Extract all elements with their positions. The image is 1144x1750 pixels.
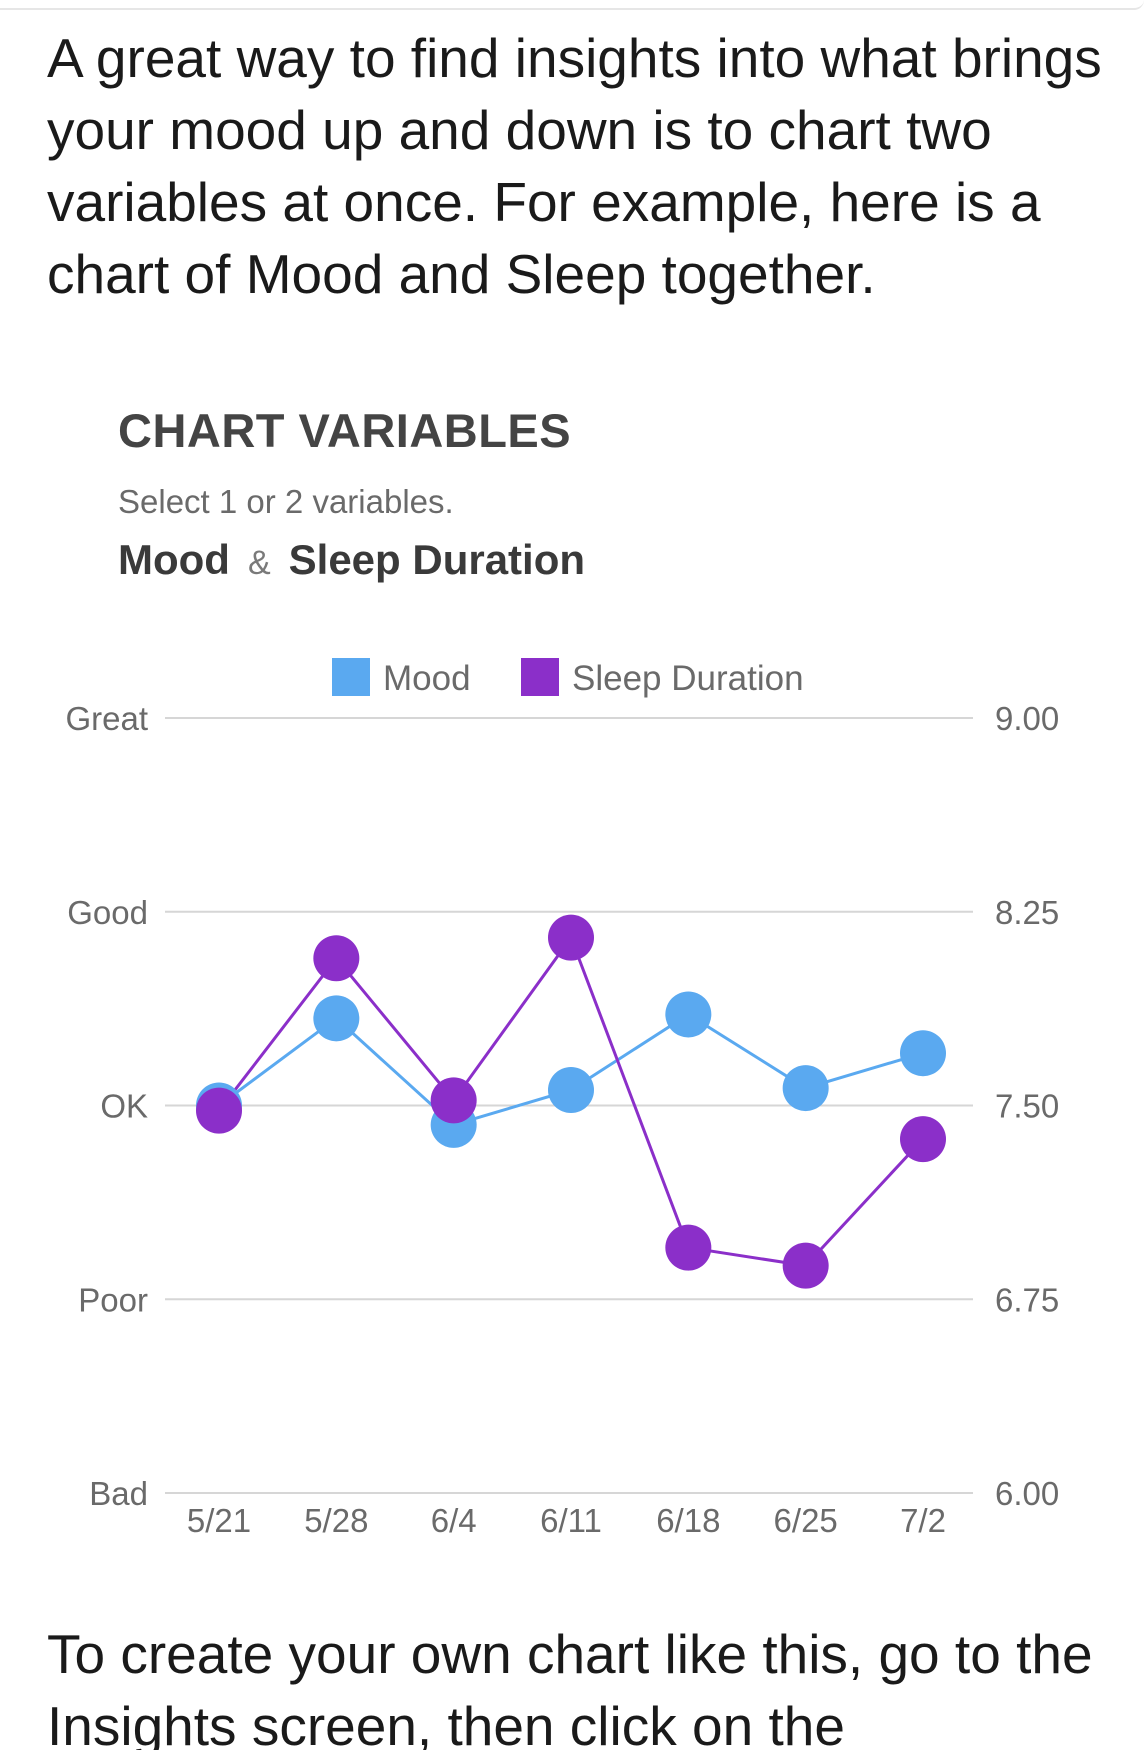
y-axis-left-label: OK bbox=[100, 1088, 148, 1125]
data-point-sleep[interactable] bbox=[430, 1077, 477, 1124]
x-axis-label: 7/2 bbox=[900, 1502, 946, 1539]
x-axis-label: 6/25 bbox=[774, 1502, 838, 1539]
selected-variables: Mood & Sleep Duration bbox=[118, 536, 585, 584]
intro-paragraph: A great way to find insights into what b… bbox=[47, 27, 1102, 305]
y-axis-left-label: Bad bbox=[89, 1475, 148, 1512]
data-point-mood[interactable] bbox=[313, 995, 360, 1042]
data-point-sleep[interactable] bbox=[665, 1224, 712, 1271]
x-axis-label: 5/28 bbox=[304, 1502, 368, 1539]
legend-swatch-mood bbox=[332, 658, 370, 696]
x-axis-label: 6/11 bbox=[540, 1502, 602, 1539]
y-axis-right-label: 6.00 bbox=[995, 1475, 1059, 1512]
legend-label-sleep: Sleep Duration bbox=[572, 659, 804, 698]
data-point-sleep[interactable] bbox=[548, 914, 594, 961]
y-axis-right-label: 7.50 bbox=[995, 1088, 1059, 1125]
data-point-sleep[interactable] bbox=[782, 1242, 829, 1289]
legend-label-mood: Mood bbox=[383, 659, 471, 698]
outro-paragraph: To create your own chart like this, go t… bbox=[47, 1623, 1093, 1750]
selected-variable-mood[interactable]: Mood bbox=[118, 536, 230, 583]
x-axis-label: 6/4 bbox=[431, 1502, 477, 1539]
data-point-sleep[interactable] bbox=[196, 1087, 242, 1134]
chart-instructions: Select 1 or 2 variables. bbox=[118, 483, 454, 520]
chart-variables-heading: CHART VARIABLES bbox=[118, 404, 572, 457]
data-point-mood[interactable] bbox=[665, 991, 712, 1038]
data-point-sleep[interactable] bbox=[900, 1116, 946, 1163]
legend-swatch-sleep bbox=[521, 658, 559, 696]
y-axis-right-label: 8.25 bbox=[995, 894, 1059, 931]
data-point-sleep[interactable] bbox=[313, 935, 360, 982]
data-point-mood[interactable] bbox=[900, 1030, 946, 1077]
y-axis-left-label: Great bbox=[65, 700, 148, 737]
mood-sleep-chart: Bad Poor OK Good Great 6.00 6.75 7.50 8.25 9.00 5/… bbox=[65, 658, 1059, 1539]
x-axis-label: 5/21 bbox=[187, 1502, 251, 1539]
selected-variable-sleep[interactable]: Sleep Duration bbox=[288, 536, 586, 583]
variable-separator: & bbox=[247, 544, 271, 582]
y-axis-left-label: Good bbox=[67, 894, 148, 931]
data-point-mood[interactable] bbox=[782, 1065, 829, 1112]
y-axis-right-label: 6.75 bbox=[995, 1281, 1059, 1318]
y-axis-left-label: Poor bbox=[78, 1281, 148, 1318]
x-axis-label: 6/18 bbox=[656, 1502, 720, 1539]
y-axis-right-label: 9.00 bbox=[995, 700, 1059, 737]
data-point-mood[interactable] bbox=[548, 1067, 594, 1113]
top-edge-divider bbox=[0, 0, 1144, 10]
